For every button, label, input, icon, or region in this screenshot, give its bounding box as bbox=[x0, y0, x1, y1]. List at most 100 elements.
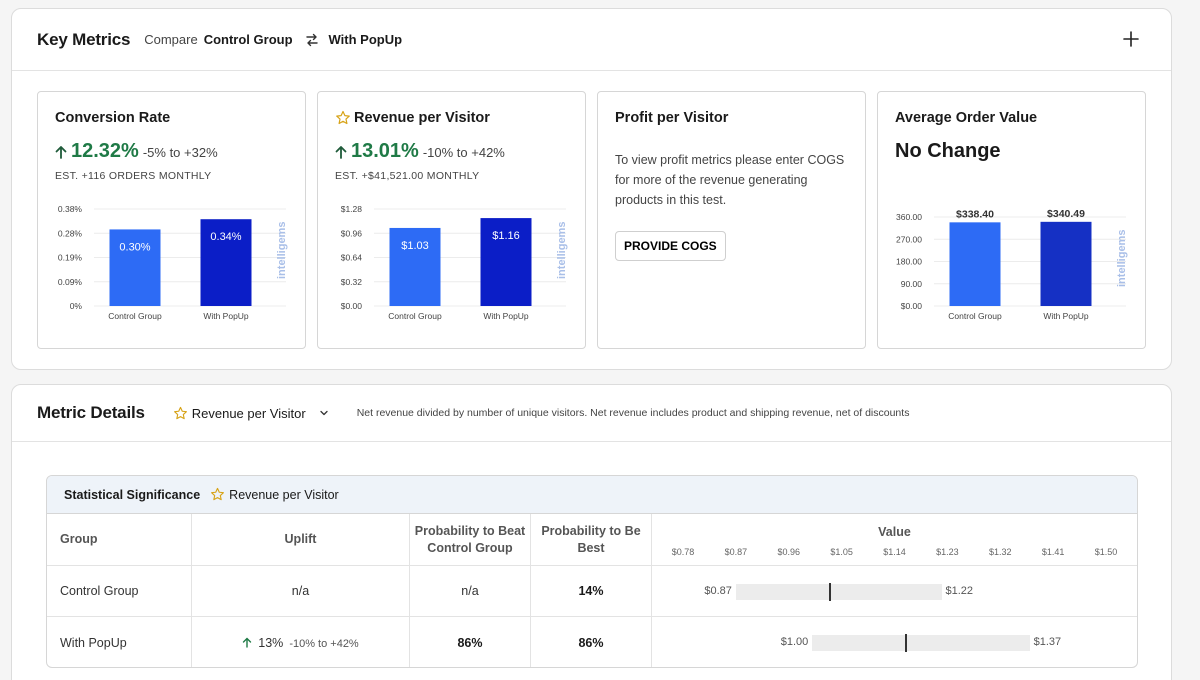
value-tick-label: $1.14 bbox=[883, 547, 906, 557]
prob-beat-cell: 86% bbox=[410, 617, 531, 667]
metric-value-row: 12.32% -5% to +32% bbox=[55, 140, 218, 163]
arrow-up-icon bbox=[55, 145, 67, 159]
confidence-interval-bar bbox=[812, 635, 1030, 651]
col-header-group: Group bbox=[47, 514, 192, 565]
prob-best-cell: 86% bbox=[531, 617, 652, 667]
bar bbox=[200, 219, 252, 306]
x-category-label: With PopUp bbox=[483, 311, 529, 321]
mean-marker bbox=[905, 634, 908, 652]
conversion-rate-card: Conversion Rate 12.32% -5% to +32% EST. … bbox=[37, 91, 306, 349]
star-icon[interactable] bbox=[335, 110, 351, 126]
significance-title: Statistical Significance bbox=[64, 487, 201, 502]
value-tick-label: $0.96 bbox=[777, 547, 801, 557]
y-tick-label: $0.96 bbox=[341, 228, 363, 238]
value-title: Value bbox=[878, 525, 911, 539]
bar-value-label: 0.30% bbox=[119, 241, 150, 253]
compare-group-b[interactable]: With PopUp bbox=[328, 32, 403, 47]
card-title: Conversion Rate bbox=[55, 110, 171, 126]
add-metric-plus-icon[interactable] bbox=[1121, 29, 1141, 49]
y-tick-label: 270.00 bbox=[896, 234, 922, 244]
compare-group-a[interactable]: Control Group bbox=[203, 32, 293, 47]
range-high-label: $1.37 bbox=[1033, 636, 1062, 648]
range-high-label: $1.22 bbox=[945, 585, 974, 597]
conversion-rate-chart: 0.38% 0.28% 0.19% 0.09% 0% 0.30% Control Group… bbox=[58, 204, 288, 321]
col-header-uplift: Uplift bbox=[192, 514, 410, 565]
metric-estimate: EST. +116 ORDERS MONTHLY bbox=[55, 170, 212, 182]
col-header-prob-beat: Probability to Beat Control Group bbox=[410, 514, 531, 565]
metric-uplift: 13.01% bbox=[351, 140, 419, 162]
bar-value-label: $338.40 bbox=[956, 208, 994, 220]
average-order-value-card: Average Order Value No Change 360.00 270.… bbox=[877, 91, 1146, 349]
profit-info-text: To view profit metrics please enter COGS… bbox=[615, 153, 845, 207]
table-row: Control Group n/a n/a 14% $0.87 $1.22 bbox=[47, 566, 1137, 617]
bar bbox=[109, 229, 161, 306]
value-tick-label: $1.50 bbox=[1094, 547, 1118, 557]
x-category-label: Control Group bbox=[948, 311, 1002, 321]
y-tick-label: 0% bbox=[70, 301, 83, 311]
significance-header: Statistical Significance Revenue per Vis… bbox=[47, 476, 1137, 514]
swap-icon[interactable] bbox=[305, 33, 319, 47]
bar bbox=[480, 218, 532, 306]
range-low-label: $1.00 bbox=[780, 636, 809, 648]
metric-select-dropdown[interactable]: Revenue per Visitor bbox=[173, 406, 329, 421]
y-tick-label: $1.28 bbox=[341, 204, 363, 214]
card-title: Revenue per Visitor bbox=[354, 110, 490, 126]
y-tick-label: 0.28% bbox=[58, 228, 83, 238]
metric-range: -10% to +42% bbox=[422, 145, 505, 160]
arrow-up-icon bbox=[335, 145, 347, 159]
card-title: Profit per Visitor bbox=[615, 110, 729, 126]
value-tick-label: $0.78 bbox=[671, 547, 695, 557]
metric-details-title: Metric Details bbox=[37, 403, 145, 422]
metric-range: -5% to +32% bbox=[142, 145, 218, 160]
card-title: Average Order Value bbox=[895, 110, 1038, 126]
value-range-cell: $1.00 $1.37 bbox=[652, 617, 1137, 667]
profit-per-visitor-card: Profit per Visitor To view profit metric… bbox=[597, 91, 866, 349]
y-tick-label: 90.00 bbox=[901, 279, 923, 289]
watermark-logo: intelligems bbox=[1116, 230, 1128, 287]
chevron-down-icon bbox=[320, 410, 328, 416]
y-tick-label: $0.00 bbox=[341, 301, 363, 311]
bar-value-label: $1.03 bbox=[401, 240, 429, 252]
card-title-row: Revenue per Visitor bbox=[335, 110, 490, 126]
metric-details-panel: Metric Details Revenue per Visitor Net r… bbox=[11, 384, 1172, 680]
no-change-label: No Change bbox=[895, 140, 1001, 162]
y-tick-label: $0.00 bbox=[901, 301, 923, 311]
y-tick-label: 0.38% bbox=[58, 204, 83, 214]
confidence-interval-bar bbox=[735, 584, 942, 600]
metric-details-header: Metric Details Revenue per Visitor Net r… bbox=[12, 385, 1171, 442]
bar-value-label: 0.34% bbox=[210, 231, 241, 243]
value-range: $1.00 $1.37 bbox=[652, 617, 1137, 667]
significance-metric-label: Revenue per Visitor bbox=[229, 487, 339, 502]
provide-cogs-button[interactable]: PROVIDE COGS bbox=[615, 231, 726, 261]
table-header-row: Group Uplift Probability to Beat Control… bbox=[47, 514, 1137, 566]
uplift-cell: n/a bbox=[192, 566, 410, 616]
bar-value-label: $1.16 bbox=[492, 230, 520, 242]
bar bbox=[389, 227, 441, 306]
value-range: $0.87 $1.22 bbox=[652, 566, 1137, 616]
uplift-number: 13% bbox=[258, 635, 284, 650]
value-tick-label: $1.32 bbox=[988, 547, 1012, 557]
uplift-value: 13% -10% to +42% bbox=[242, 635, 359, 650]
value-range-cell: $0.87 $1.22 bbox=[652, 566, 1137, 616]
y-tick-label: 180.00 bbox=[896, 257, 922, 267]
compare-label: Compare bbox=[144, 32, 198, 47]
value-tick-label: $1.23 bbox=[936, 547, 959, 557]
average-order-value-chart: 360.00 270.00 180.00 90.00 $0.00 $338.40 Contr… bbox=[896, 208, 1128, 321]
group-name: Control Group bbox=[47, 566, 192, 616]
col-header-value: Value $0.78 $0.87 $0.96 $1.05 $1.14 $1.23 $1.3… bbox=[652, 514, 1137, 565]
y-tick-label: 0.09% bbox=[58, 277, 83, 287]
metric-uplift: 12.32% bbox=[71, 140, 139, 162]
star-icon bbox=[173, 406, 187, 419]
star-icon bbox=[211, 487, 225, 501]
watermark-logo: intelligems bbox=[556, 222, 568, 279]
selected-metric-label: Revenue per Visitor bbox=[191, 405, 306, 421]
revenue-per-visitor-card: Revenue per Visitor 13.01% -10% to +42% … bbox=[317, 91, 586, 349]
statistical-significance-table: Statistical Significance Revenue per Vis… bbox=[46, 475, 1138, 668]
bar bbox=[1040, 221, 1092, 306]
x-category-label: With PopUp bbox=[203, 311, 249, 321]
x-category-label: Control Group bbox=[108, 311, 162, 321]
metric-value-row: 13.01% -10% to +42% bbox=[335, 140, 505, 163]
metric-description: Net revenue divided by number of unique … bbox=[356, 407, 910, 419]
y-tick-label: 360.00 bbox=[896, 212, 922, 222]
significance-metric: Revenue per Visitor bbox=[210, 487, 339, 502]
